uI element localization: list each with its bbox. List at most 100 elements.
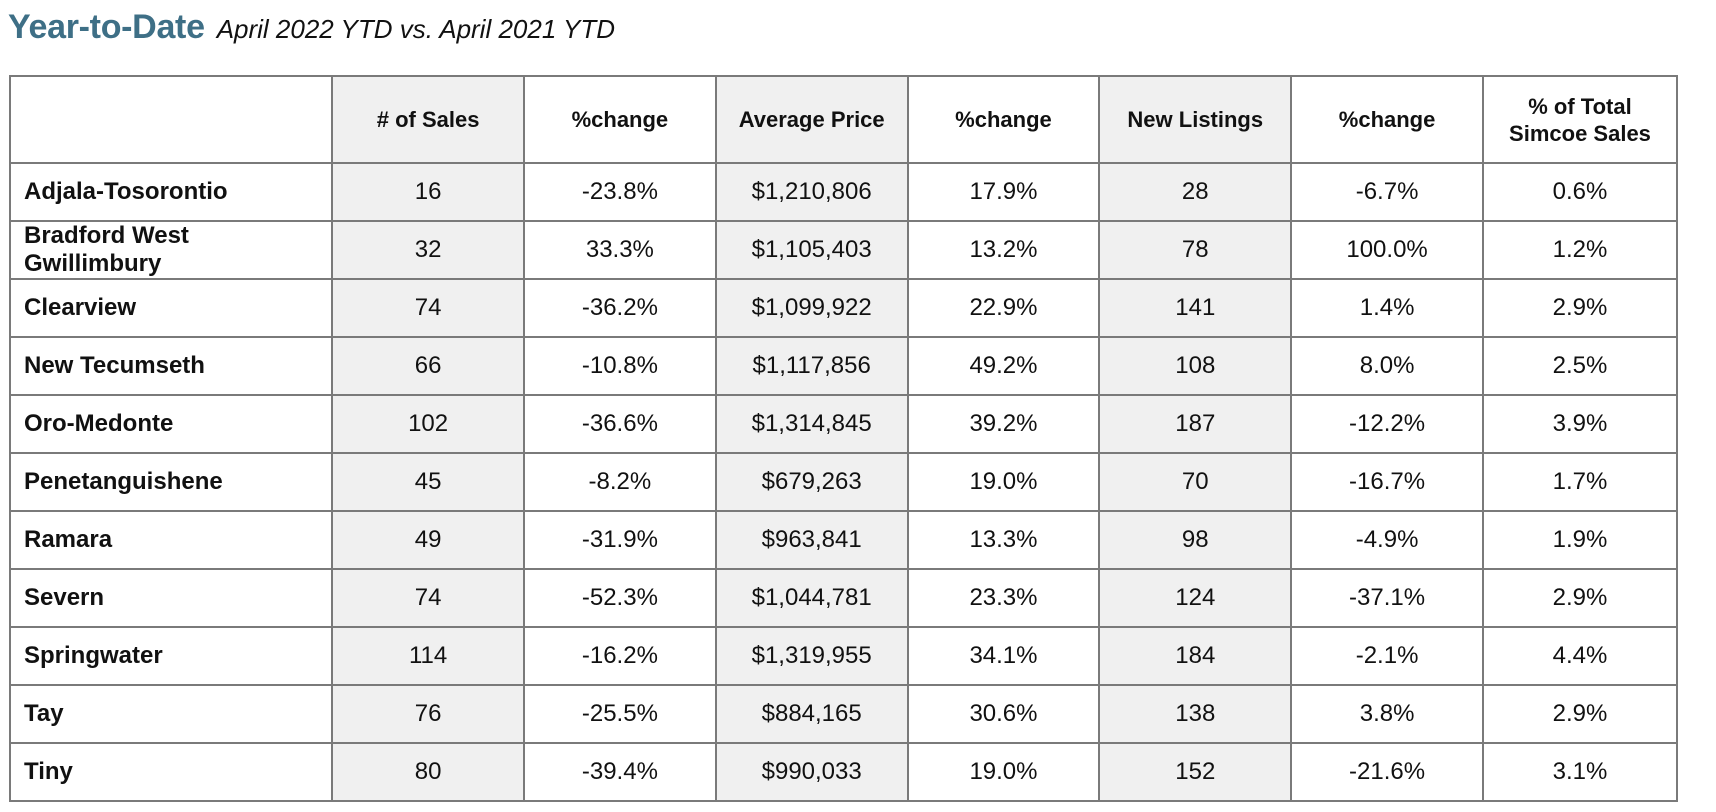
page-subtitle: April 2022 YTD vs. April 2021 YTD <box>216 14 616 44</box>
cell-region: Severn <box>8 568 334 628</box>
cell-average-price: $1,314,845 <box>714 394 909 454</box>
cell-price-pct-change: 22.9% <box>906 278 1101 338</box>
cell-price-pct-change: 13.2% <box>906 220 1101 280</box>
header-num-sales: # of Sales <box>331 75 525 164</box>
table-row: Adjala-Tosorontio 16 -23.8% $1,210,806 17.9%… <box>8 162 1679 222</box>
cell-sales-pct-change: -39.4% <box>522 742 717 802</box>
header-row: # of Sales %change Average Price %change New… <box>8 75 1679 164</box>
cell-pct-total-simcoe-sales: 1.2% <box>1481 220 1679 280</box>
table-row: Ramara 49 -31.9% $963,841 13.3% 98 -4.9% 1.9% <box>8 510 1679 570</box>
header-sales-pct-change: %change <box>522 75 717 164</box>
cell-sales-pct-change: 33.3% <box>522 220 717 280</box>
cell-region: Tay <box>8 684 334 744</box>
cell-average-price: $1,319,955 <box>714 626 909 686</box>
cell-price-pct-change: 30.6% <box>906 684 1101 744</box>
table-header: # of Sales %change Average Price %change New… <box>8 75 1679 164</box>
cell-sales-pct-change: -52.3% <box>522 568 717 628</box>
cell-sales-pct-change: -10.8% <box>522 336 717 396</box>
cell-listings-pct-change: -21.6% <box>1290 742 1484 802</box>
cell-sales-pct-change: -36.2% <box>522 278 717 338</box>
cell-listings-pct-change: 8.0% <box>1290 336 1484 396</box>
cell-num-sales: 102 <box>331 394 525 454</box>
cell-region: Clearview <box>8 278 334 338</box>
table-row: Tiny 80 -39.4% $990,033 19.0% 152 -21.6% 3.1% <box>8 742 1679 802</box>
header-average-price: Average Price <box>714 75 909 164</box>
cell-new-listings: 138 <box>1098 684 1293 744</box>
page-heading: Year-to-Date April 2022 YTD vs. April 20… <box>8 8 615 50</box>
cell-average-price: $990,033 <box>714 742 909 802</box>
ytd-sales-table: # of Sales %change Average Price %change New… <box>8 75 1679 802</box>
cell-region: Ramara <box>8 510 334 570</box>
cell-region: Tiny <box>8 742 334 802</box>
header-pct-total-simcoe-sales: % of Total Simcoe Sales <box>1481 75 1679 164</box>
cell-new-listings: 124 <box>1098 568 1293 628</box>
cell-num-sales: 45 <box>331 452 525 512</box>
cell-sales-pct-change: -36.6% <box>522 394 717 454</box>
cell-num-sales: 74 <box>331 278 525 338</box>
cell-listings-pct-change: -4.9% <box>1290 510 1484 570</box>
cell-new-listings: 98 <box>1098 510 1293 570</box>
cell-average-price: $1,117,856 <box>714 336 909 396</box>
cell-num-sales: 74 <box>331 568 525 628</box>
cell-average-price: $963,841 <box>714 510 909 570</box>
cell-pct-total-simcoe-sales: 2.9% <box>1481 278 1679 338</box>
cell-price-pct-change: 34.1% <box>906 626 1101 686</box>
cell-sales-pct-change: -8.2% <box>522 452 717 512</box>
cell-pct-total-simcoe-sales: 4.4% <box>1481 626 1679 686</box>
cell-pct-total-simcoe-sales: 1.9% <box>1481 510 1679 570</box>
table-row: Penetanguishene 45 -8.2% $679,263 19.0% 70 -16… <box>8 452 1679 512</box>
table-row: Bradford West Gwillimbury 32 33.3% $1,105,40… <box>8 220 1679 280</box>
cell-pct-total-simcoe-sales: 1.7% <box>1481 452 1679 512</box>
cell-num-sales: 114 <box>331 626 525 686</box>
cell-region: Adjala-Tosorontio <box>8 162 334 222</box>
cell-price-pct-change: 49.2% <box>906 336 1101 396</box>
cell-new-listings: 187 <box>1098 394 1293 454</box>
cell-price-pct-change: 19.0% <box>906 452 1101 512</box>
cell-listings-pct-change: -12.2% <box>1290 394 1484 454</box>
cell-listings-pct-change: -6.7% <box>1290 162 1484 222</box>
cell-price-pct-change: 23.3% <box>906 568 1101 628</box>
cell-listings-pct-change: -37.1% <box>1290 568 1484 628</box>
cell-new-listings: 141 <box>1098 278 1293 338</box>
cell-average-price: $679,263 <box>714 452 909 512</box>
cell-new-listings: 28 <box>1098 162 1293 222</box>
header-listings-pct-change: %change <box>1290 75 1484 164</box>
cell-num-sales: 32 <box>331 220 525 280</box>
cell-num-sales: 66 <box>331 336 525 396</box>
cell-new-listings: 70 <box>1098 452 1293 512</box>
cell-region: Penetanguishene <box>8 452 334 512</box>
table-row: Clearview 74 -36.2% $1,099,922 22.9% 141 1.4% 2… <box>8 278 1679 338</box>
cell-listings-pct-change: 3.8% <box>1290 684 1484 744</box>
cell-listings-pct-change: -2.1% <box>1290 626 1484 686</box>
cell-listings-pct-change: 1.4% <box>1290 278 1484 338</box>
cell-pct-total-simcoe-sales: 0.6% <box>1481 162 1679 222</box>
table-row: Tay 76 -25.5% $884,165 30.6% 138 3.8% 2.9% <box>8 684 1679 744</box>
cell-price-pct-change: 39.2% <box>906 394 1101 454</box>
cell-new-listings: 78 <box>1098 220 1293 280</box>
table-row: New Tecumseth 66 -10.8% $1,117,856 49.2% 108 8… <box>8 336 1679 396</box>
cell-region: Bradford West Gwillimbury <box>8 220 334 280</box>
page-title: Year-to-Date <box>8 8 205 46</box>
cell-price-pct-change: 19.0% <box>906 742 1101 802</box>
cell-num-sales: 16 <box>331 162 525 222</box>
cell-listings-pct-change: 100.0% <box>1290 220 1484 280</box>
cell-price-pct-change: 17.9% <box>906 162 1101 222</box>
table-body: Adjala-Tosorontio 16 -23.8% $1,210,806 17.9%… <box>8 162 1679 802</box>
cell-sales-pct-change: -31.9% <box>522 510 717 570</box>
header-region <box>8 75 334 164</box>
cell-num-sales: 76 <box>331 684 525 744</box>
table-row: Oro-Medonte 102 -36.6% $1,314,845 39.2% 187 -1… <box>8 394 1679 454</box>
cell-sales-pct-change: -16.2% <box>522 626 717 686</box>
table-row: Severn 74 -52.3% $1,044,781 23.3% 124 -37.1% 2.… <box>8 568 1679 628</box>
cell-region: New Tecumseth <box>8 336 334 396</box>
cell-sales-pct-change: -23.8% <box>522 162 717 222</box>
cell-average-price: $1,099,922 <box>714 278 909 338</box>
cell-listings-pct-change: -16.7% <box>1290 452 1484 512</box>
cell-pct-total-simcoe-sales: 2.5% <box>1481 336 1679 396</box>
cell-new-listings: 108 <box>1098 336 1293 396</box>
cell-num-sales: 49 <box>331 510 525 570</box>
header-price-pct-change: %change <box>906 75 1101 164</box>
cell-region: Oro-Medonte <box>8 394 334 454</box>
cell-pct-total-simcoe-sales: 3.1% <box>1481 742 1679 802</box>
cell-pct-total-simcoe-sales: 2.9% <box>1481 568 1679 628</box>
